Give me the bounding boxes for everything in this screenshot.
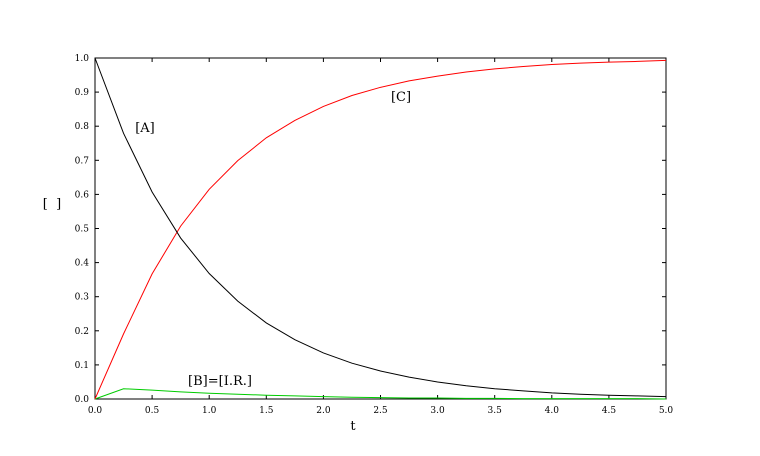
x-axis-label: t [350,419,356,434]
y-tick-label: 0.2 [75,327,89,337]
series-label: [B]=[I.R.] [188,374,252,389]
y-tick-label: 0.3 [75,293,90,303]
x-tick-label: 0.5 [145,406,160,416]
x-tick-label: 1.0 [202,406,217,416]
plot-frame [94,57,667,400]
series-line [94,59,667,400]
y-tick-label: 0.5 [75,225,90,235]
y-tick-label: 0.6 [75,190,90,200]
x-tick-label: 0.0 [88,406,103,416]
y-axis-label: [ ] [43,197,61,212]
y-tick-label: 1.0 [75,54,90,64]
x-tick-label: 4.0 [545,406,560,416]
series-label: [A] [135,121,155,136]
x-tick-label: 1.5 [259,406,274,416]
x-tick-label: 3.0 [430,406,445,416]
y-tick-label: 0.0 [75,395,90,405]
y-tick-label: 0.1 [75,361,89,371]
series-line [94,388,667,400]
x-tick-label: 2.5 [373,406,388,416]
x-tick-label: 4.5 [602,406,617,416]
y-tick-label: 0.8 [75,122,90,132]
y-tick-label: 0.7 [75,156,90,166]
y-tick-label: 0.4 [75,259,90,269]
y-tick-label: 0.9 [75,88,90,98]
series-label: [C] [391,90,411,105]
x-tick-label: 3.5 [488,406,503,416]
x-tick-label: 2.0 [316,406,331,416]
series-line [94,57,667,398]
x-tick-label: 5.0 [659,406,674,416]
